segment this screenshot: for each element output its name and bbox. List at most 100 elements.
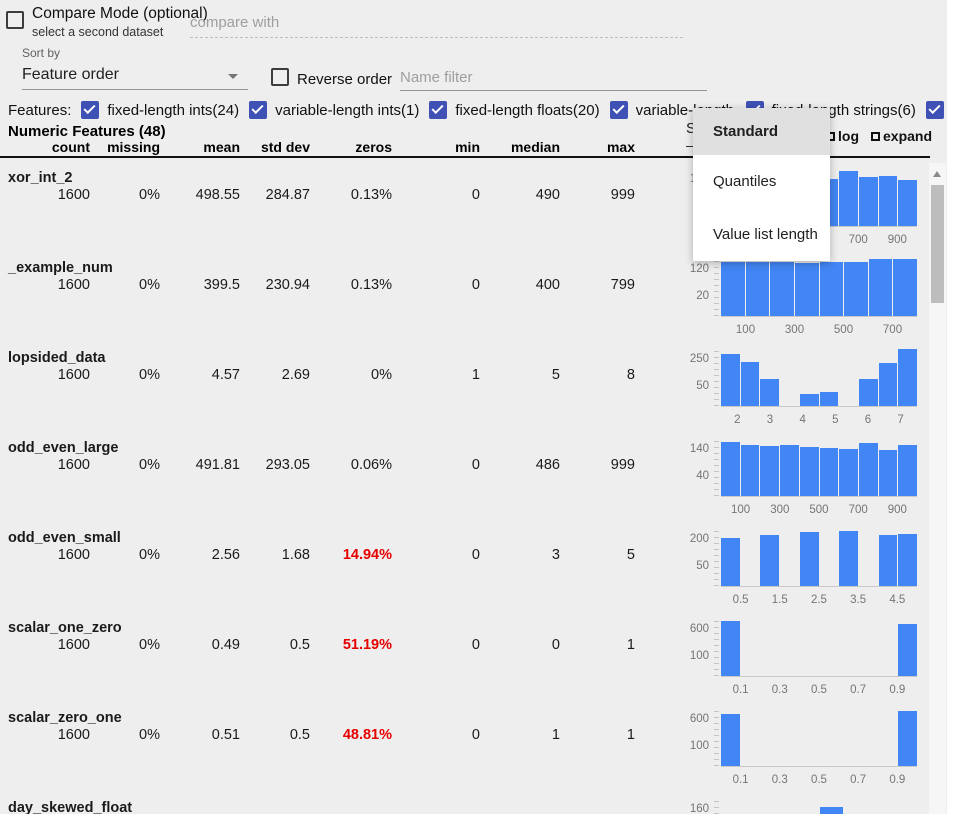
- feature-stats: 1600 0% 4.57 2.69 0% 1 5 8: [0, 367, 635, 383]
- feature-name: day_skewed_float: [8, 800, 133, 814]
- col-header-zeros: zeros: [355, 139, 392, 155]
- chart-type-menu: Standard Quantiles Value list length: [693, 108, 830, 261]
- scrollbar-thumb[interactable]: [931, 185, 944, 303]
- stat-missing: 0%: [139, 367, 160, 383]
- stat-missing: 0%: [139, 457, 160, 473]
- stat-median: 400: [535, 277, 560, 293]
- table-row-_example_num: _example_num 1600 0% 399.5 230.94 0.13% …: [0, 253, 957, 343]
- col-header-max: max: [606, 139, 635, 155]
- stat-stddev: 230.94: [265, 277, 310, 293]
- chart-toggles: log expand: [826, 128, 932, 144]
- expand-toggle[interactable]: expand: [871, 128, 932, 144]
- stat-min: 0: [471, 277, 480, 293]
- feature-stats: 1600 0% 491.81 293.05 0.06% 0 486 999: [0, 457, 635, 473]
- feature-type-fixed-length-ints[interactable]: fixed-length ints(24): [81, 101, 239, 119]
- stat-min: 0: [471, 547, 480, 563]
- header-divider: [0, 156, 930, 158]
- stat-count: 1600: [57, 367, 90, 383]
- stat-min: 0: [471, 457, 480, 473]
- chevron-down-icon: [228, 74, 238, 79]
- stat-zeros: 0.13%: [350, 187, 392, 203]
- right-edge-strip: [947, 0, 957, 814]
- feature-name: _example_num: [8, 260, 113, 276]
- compare-with-input[interactable]: [190, 8, 683, 38]
- reverse-order-label: Reverse order: [297, 71, 393, 88]
- stat-max: 8: [626, 367, 635, 383]
- sort-by-label: Sort by: [22, 46, 61, 60]
- stat-mean: 498.55: [195, 187, 240, 203]
- menu-item-value-list-length[interactable]: Value list length: [713, 226, 818, 243]
- feature-type-variable-length-strings[interactable]: [925, 101, 952, 119]
- checkbox-checked-icon[interactable]: [609, 101, 628, 119]
- stat-max: 999: [610, 457, 635, 473]
- features-label: Features:: [8, 101, 72, 119]
- stat-missing: 0%: [139, 727, 160, 743]
- log-toggle[interactable]: log: [826, 128, 859, 144]
- stat-stddev: 2.69: [281, 367, 310, 383]
- stat-count: 1600: [57, 187, 90, 203]
- stat-zeros-alert: 14.94%: [342, 547, 392, 563]
- stat-stddev: 1.68: [281, 547, 310, 563]
- feature-name: xor_int_2: [8, 170, 73, 186]
- stat-count: 1600: [57, 277, 90, 293]
- feature-type-fixed-length-floats[interactable]: fixed-length floats(20): [429, 101, 600, 119]
- stat-mean: 399.5: [203, 277, 240, 293]
- stat-mean: 2.56: [211, 547, 240, 563]
- stat-missing: 0%: [139, 547, 160, 563]
- histogram-chart: 250 50 2 3 4 5 6 7: [683, 343, 930, 433]
- stat-median: 490: [535, 187, 560, 203]
- checkbox-checked-icon[interactable]: [429, 101, 448, 119]
- histogram-chart: 600 100 0.1 0.3 0.5 0.7 0.9: [683, 613, 930, 703]
- compare-mode-checkbox[interactable]: [6, 11, 24, 29]
- stat-max: 1: [626, 727, 635, 743]
- menu-item-standard[interactable]: Standard: [693, 108, 830, 155]
- histogram-chart: 600 100 0.1 0.3 0.5 0.7 0.9: [683, 703, 930, 793]
- feature-stats: 1600 0% 0.51 0.5 48.81% 0 1 1: [0, 727, 635, 743]
- numeric-features-title: Numeric Features (48): [8, 123, 166, 140]
- checkbox-checked-icon[interactable]: [925, 101, 944, 119]
- checkbox-unchecked-icon[interactable]: [871, 131, 880, 141]
- scroll-up-arrow-icon[interactable]: [933, 171, 941, 177]
- expand-label: expand: [883, 128, 933, 144]
- feature-stats: 1600 0% 498.55 284.87 0.13% 0 490 999: [0, 187, 635, 203]
- stat-median: 5: [551, 367, 560, 383]
- sort-order-select[interactable]: Feature order: [22, 62, 248, 90]
- stat-max: 999: [610, 187, 635, 203]
- table-header-row: count missing mean std dev zeros min med…: [0, 139, 635, 155]
- stat-zeros-alert: 51.19%: [342, 637, 392, 653]
- checkbox-checked-icon[interactable]: [81, 101, 100, 119]
- reverse-order-checkbox[interactable]: [271, 68, 289, 86]
- col-header-stddev: std dev: [260, 139, 310, 155]
- stat-min: 0: [471, 637, 480, 653]
- stat-missing: 0%: [139, 277, 160, 293]
- stat-stddev: 0.5: [289, 637, 310, 653]
- stat-median: 0: [551, 637, 560, 653]
- col-header-mean: mean: [203, 139, 240, 155]
- stat-mean: 491.81: [195, 457, 240, 473]
- table-row-scalar_zero_one: scalar_zero_one 1600 0% 0.51 0.5 48.81% …: [0, 703, 957, 793]
- feature-name: scalar_one_zero: [8, 620, 122, 636]
- stat-missing: 0%: [139, 637, 160, 653]
- stat-mean: 4.57: [211, 367, 240, 383]
- stat-zeros: 0.06%: [350, 457, 392, 473]
- sort-order-value: Feature order: [22, 66, 119, 83]
- menu-item-quantiles[interactable]: Quantiles: [713, 173, 777, 190]
- compare-mode-title: Compare Mode (optional): [32, 5, 208, 22]
- stat-median: 3: [551, 547, 560, 563]
- feature-stats: 1600 0% 0.49 0.5 51.19% 0 0 1: [0, 637, 635, 653]
- feature-stats: 1600 0% 2.56 1.68 14.94% 0 3 5: [0, 547, 635, 563]
- histogram-chart: 120 20 100 300 500 700: [683, 253, 930, 343]
- stat-min: 0: [471, 187, 480, 203]
- table-row-lopsided_data: lopsided_data 1600 0% 4.57 2.69 0% 1 5 8…: [0, 343, 957, 433]
- checkbox-checked-icon[interactable]: [249, 101, 268, 119]
- name-filter-input[interactable]: [400, 64, 707, 91]
- col-header-min: min: [455, 139, 480, 155]
- histogram-chart: 200 50 0.5 1.5 2.5 3.5 4.5: [683, 523, 930, 613]
- stat-stddev: 293.05: [265, 457, 310, 473]
- feature-type-variable-length-ints[interactable]: variable-length ints(1): [249, 101, 419, 119]
- vertical-scrollbar[interactable]: [929, 163, 946, 814]
- compare-mode-label: Compare Mode (optional) select a second …: [32, 5, 208, 41]
- log-label: log: [838, 128, 859, 144]
